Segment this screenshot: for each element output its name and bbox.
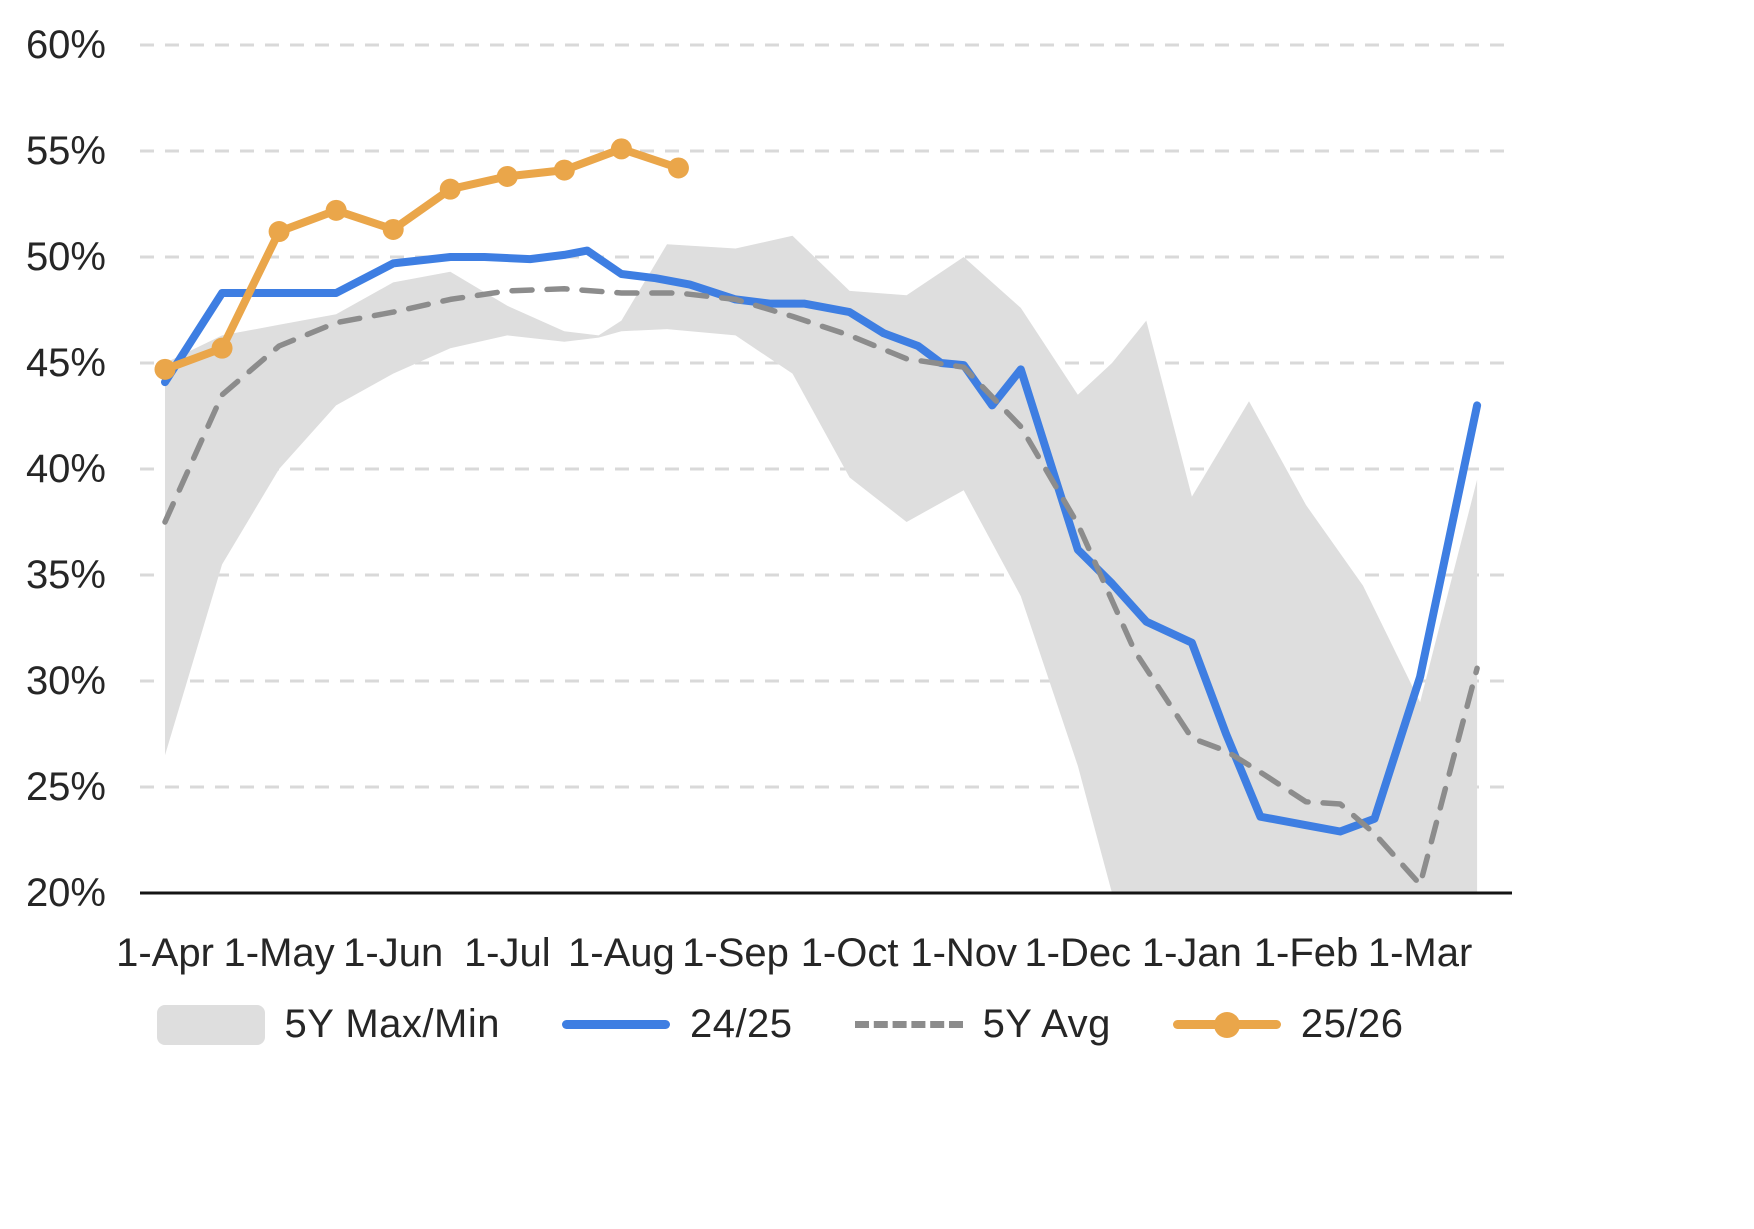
x-tick-label: 1-Jun bbox=[343, 931, 443, 975]
legend-label-max-min: 5Y Max/Min bbox=[284, 1002, 500, 1046]
y-tick-label: 50% bbox=[26, 235, 106, 279]
band-swatch-icon bbox=[156, 1004, 265, 1045]
series-line-5y-avg bbox=[162, 286, 1480, 888]
series-marker-25-26 bbox=[325, 199, 347, 221]
dashed-line-swatch-icon bbox=[854, 1021, 963, 1028]
x-tick-label: 1-Feb bbox=[1254, 931, 1359, 975]
series-marker-25-26 bbox=[439, 178, 461, 200]
x-tick-label: 1-Mar bbox=[1368, 931, 1472, 975]
max-min-band bbox=[165, 235, 1478, 894]
x-tick-label: 1-Jan bbox=[1142, 931, 1242, 975]
x-tick-label: 1-Oct bbox=[801, 931, 899, 975]
series-marker-25-26 bbox=[211, 337, 233, 359]
x-tick-label: 1-May bbox=[224, 931, 335, 975]
legend-label-24-25: 24/25 bbox=[689, 1002, 793, 1046]
y-tick-label: 20% bbox=[26, 871, 106, 915]
x-tick-label: 1-Apr bbox=[116, 931, 214, 975]
series-marker-25-26 bbox=[268, 221, 290, 243]
x-tick-label: 1-Nov bbox=[910, 931, 1017, 975]
orange-marker-icon bbox=[1213, 1011, 1240, 1038]
series-marker-25-26 bbox=[610, 138, 632, 160]
blue-line-swatch-icon bbox=[561, 1020, 670, 1029]
x-tick-label: 1-Dec bbox=[1024, 931, 1131, 975]
legend-label-25-26: 25/26 bbox=[1300, 1002, 1404, 1046]
series-marker-25-26 bbox=[667, 157, 689, 179]
legend-item-24-25: 24/25 bbox=[561, 1002, 793, 1047]
legend-item-5y-avg: 5Y Avg bbox=[854, 1002, 1111, 1047]
legend-item-25-26: 25/26 bbox=[1172, 1002, 1404, 1047]
legend-item-max-min: 5Y Max/Min bbox=[156, 1002, 500, 1047]
x-tick-label: 1-Aug bbox=[568, 931, 675, 975]
y-tick-label: 35% bbox=[26, 553, 106, 597]
legend-label-5y-avg: 5Y Avg bbox=[982, 1002, 1111, 1046]
legend: 5Y Max/Min 24/25 5Y Avg 25/26 bbox=[0, 1002, 1560, 1047]
y-tick-label: 55% bbox=[26, 129, 106, 173]
series-marker-25-26 bbox=[382, 218, 404, 240]
series-line-24-25 bbox=[161, 246, 1482, 836]
orange-line-swatch-icon bbox=[1172, 1011, 1281, 1038]
y-tick-label: 45% bbox=[26, 341, 106, 385]
x-tick-label: 1-Sep bbox=[682, 931, 789, 975]
y-tick-label: 30% bbox=[26, 659, 106, 703]
y-tick-label: 40% bbox=[26, 447, 106, 491]
series-marker-25-26 bbox=[496, 165, 518, 187]
series-marker-25-26 bbox=[553, 159, 575, 181]
x-tick-label: 1-Jul bbox=[464, 931, 551, 975]
y-tick-label: 25% bbox=[26, 765, 106, 809]
y-tick-label: 60% bbox=[26, 23, 106, 67]
series-line-25-26 bbox=[161, 144, 683, 374]
series-marker-25-26 bbox=[154, 358, 176, 380]
